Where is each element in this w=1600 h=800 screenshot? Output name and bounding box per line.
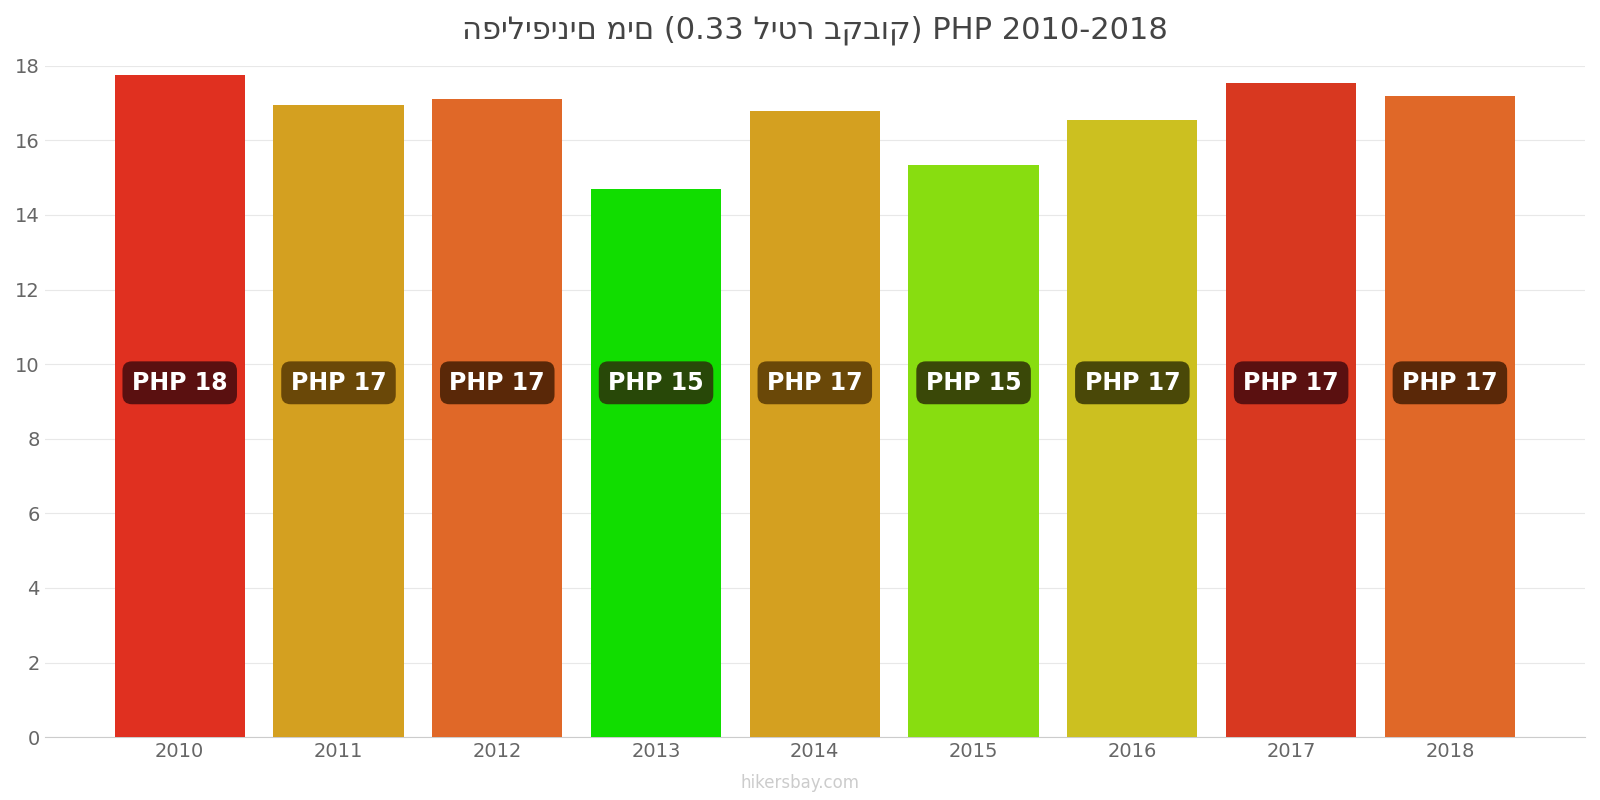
Bar	[1226, 82, 1357, 737]
Text: PHP 17: PHP 17	[766, 371, 862, 395]
Text: PHP 17: PHP 17	[291, 371, 386, 395]
Text: PHP 15: PHP 15	[608, 371, 704, 395]
Text: PHP 17: PHP 17	[1085, 371, 1181, 395]
Text: PHP 15: PHP 15	[926, 371, 1021, 395]
Bar	[909, 165, 1038, 737]
Bar	[1384, 96, 1515, 737]
Bar	[432, 99, 562, 737]
Title: הפיליפינים מים (0.33 ליטר בקבוק) PHP 2010-2018: הפיליפינים מים (0.33 ליטר בקבוק) PHP 201…	[462, 15, 1168, 45]
Text: PHP 17: PHP 17	[450, 371, 546, 395]
Text: hikersbay.com: hikersbay.com	[741, 774, 859, 792]
Text: PHP 17: PHP 17	[1402, 371, 1498, 395]
Text: PHP 17: PHP 17	[1243, 371, 1339, 395]
Bar	[1067, 120, 1197, 737]
Bar	[590, 189, 722, 737]
Bar	[115, 75, 245, 737]
Bar	[274, 105, 403, 737]
Bar	[750, 110, 880, 737]
Text: PHP 18: PHP 18	[131, 371, 227, 395]
